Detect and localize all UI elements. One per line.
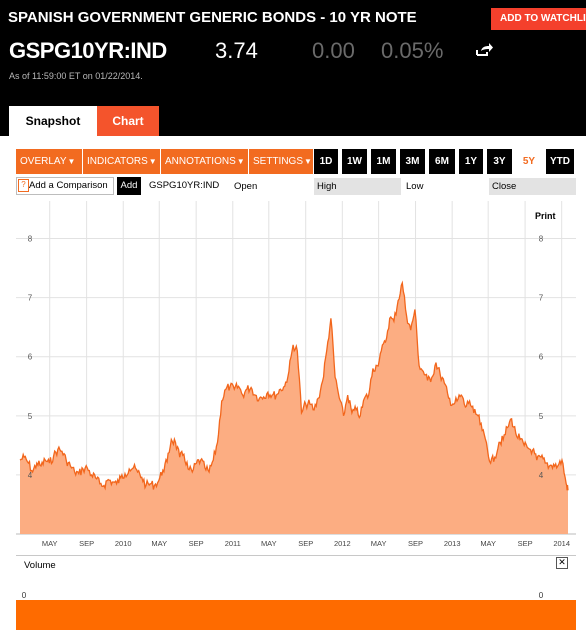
range-1y-button[interactable]: 1Y [459, 149, 483, 174]
x-tick-label: 2013 [444, 539, 461, 548]
range-1d-button[interactable]: 1D [314, 149, 338, 174]
annotations-dropdown[interactable]: ANNOTATIONS▼ [161, 149, 249, 174]
ticker-symbol: GSPG10YR:IND [9, 38, 167, 63]
settings-dropdown[interactable]: SETTINGS▼ [249, 149, 314, 174]
print-button[interactable]: Print [535, 211, 556, 221]
settings-dropdown-label: SETTINGS [253, 156, 304, 167]
range-ytd-button[interactable]: YTD [546, 149, 574, 174]
x-tick-label: MAY [151, 539, 167, 548]
y-tick-label: 8 [28, 235, 33, 244]
volume-bar [16, 600, 576, 630]
overlay-dropdown-label: OVERLAY [20, 156, 67, 167]
add-comparison-input[interactable]: ? Add a Comparison [16, 177, 114, 195]
x-tick-label: SEP [408, 539, 423, 548]
tab-snapshot[interactable]: Snapshot [9, 106, 97, 136]
last-price: 3.74 [215, 38, 258, 63]
x-tick-label: SEP [79, 539, 94, 548]
symbol-label: GSPG10YR:IND [149, 180, 220, 191]
help-icon[interactable]: ? [18, 179, 29, 192]
x-tick-label: 2010 [115, 539, 132, 548]
y-tick-label: 8 [539, 235, 544, 244]
range-1m-button[interactable]: 1M [371, 149, 396, 174]
security-title: SPANISH GOVERNMENT GENERIC BONDS - 10 YR… [8, 9, 417, 26]
overlay-dropdown[interactable]: OVERLAY▼ [16, 149, 83, 174]
price-chart-svg: 4 4 5 5 6 6 7 7 8 8 MAY SEP 2010 MAY SEP 2011 MAY SEP 2012… [16, 201, 576, 548]
indicators-dropdown[interactable]: INDICATORS▼ [83, 149, 161, 174]
chevron-down-icon: ▼ [236, 157, 245, 166]
x-tick-label: 2012 [334, 539, 351, 548]
annotations-dropdown-label: ANNOTATIONS [165, 156, 236, 167]
volume-tick-label: 0 [22, 591, 27, 600]
x-tick-label: 2014 [553, 539, 570, 548]
price-change-percent: 0.05% [381, 38, 444, 63]
header: SPANISH GOVERNMENT GENERIC BONDS - 10 YR… [0, 0, 586, 136]
chart-toolbar: OVERLAY▼ INDICATORS▼ ANNOTATIONS▼ SETTIN… [16, 149, 576, 174]
high-field: High [314, 178, 401, 195]
range-3y-button[interactable]: 3Y [487, 149, 512, 174]
add-comparison-placeholder: Add a Comparison [29, 180, 108, 191]
x-tick-label: MAY [371, 539, 387, 548]
x-tick-label: SEP [518, 539, 533, 548]
x-tick-label: MAY [480, 539, 496, 548]
price-change: 0.00 [312, 38, 355, 63]
share-icon[interactable] [474, 41, 494, 59]
y-tick-label: 6 [28, 353, 33, 362]
x-tick-label: 2011 [225, 539, 241, 548]
x-tick-label: SEP [189, 539, 204, 548]
chevron-down-icon: ▼ [304, 157, 312, 166]
chevron-down-icon: ▼ [67, 157, 76, 166]
range-3m-button[interactable]: 3M [400, 149, 425, 174]
price-line [19, 280, 569, 491]
chevron-down-icon: ▼ [148, 157, 157, 166]
range-5y-button[interactable]: 5Y [516, 149, 542, 174]
y-tick-label: 4 [539, 471, 544, 480]
y-tick-label: 5 [28, 412, 33, 421]
volume-label: Volume [24, 560, 56, 571]
indicators-dropdown-label: INDICATORS [87, 156, 148, 167]
y-tick-label: 7 [539, 294, 544, 303]
y-tick-label: 7 [28, 294, 33, 303]
open-field: Open [234, 181, 258, 192]
x-tick-label: MAY [261, 539, 277, 548]
y-tick-label: 6 [539, 353, 544, 362]
add-comparison-button[interactable]: Add [117, 177, 141, 195]
low-field: Low [406, 181, 424, 192]
range-6m-button[interactable]: 6M [429, 149, 455, 174]
volume-tick-label: 0 [539, 591, 544, 600]
x-tick-label: SEP [298, 539, 313, 548]
tab-chart[interactable]: Chart [97, 106, 159, 136]
close-icon[interactable]: ✕ [556, 557, 568, 569]
add-to-watchlist-button[interactable]: ADD TO WATCHLIST [491, 8, 586, 30]
timestamp: As of 11:59:00 ET on 01/22/2014. [9, 71, 143, 81]
close-field: Close [489, 178, 576, 195]
y-tick-label: 4 [28, 471, 33, 480]
compare-row: ? Add a Comparison Add GSPG10YR:IND Open … [16, 177, 576, 197]
x-tick-label: MAY [42, 539, 58, 548]
range-1w-button[interactable]: 1W [342, 149, 367, 174]
price-area [20, 282, 568, 534]
y-tick-label: 5 [539, 412, 544, 421]
price-chart[interactable]: 4 4 5 5 6 6 7 7 8 8 MAY SEP 2010 MAY SEP 2011 MAY SEP 2012… [16, 201, 576, 551]
